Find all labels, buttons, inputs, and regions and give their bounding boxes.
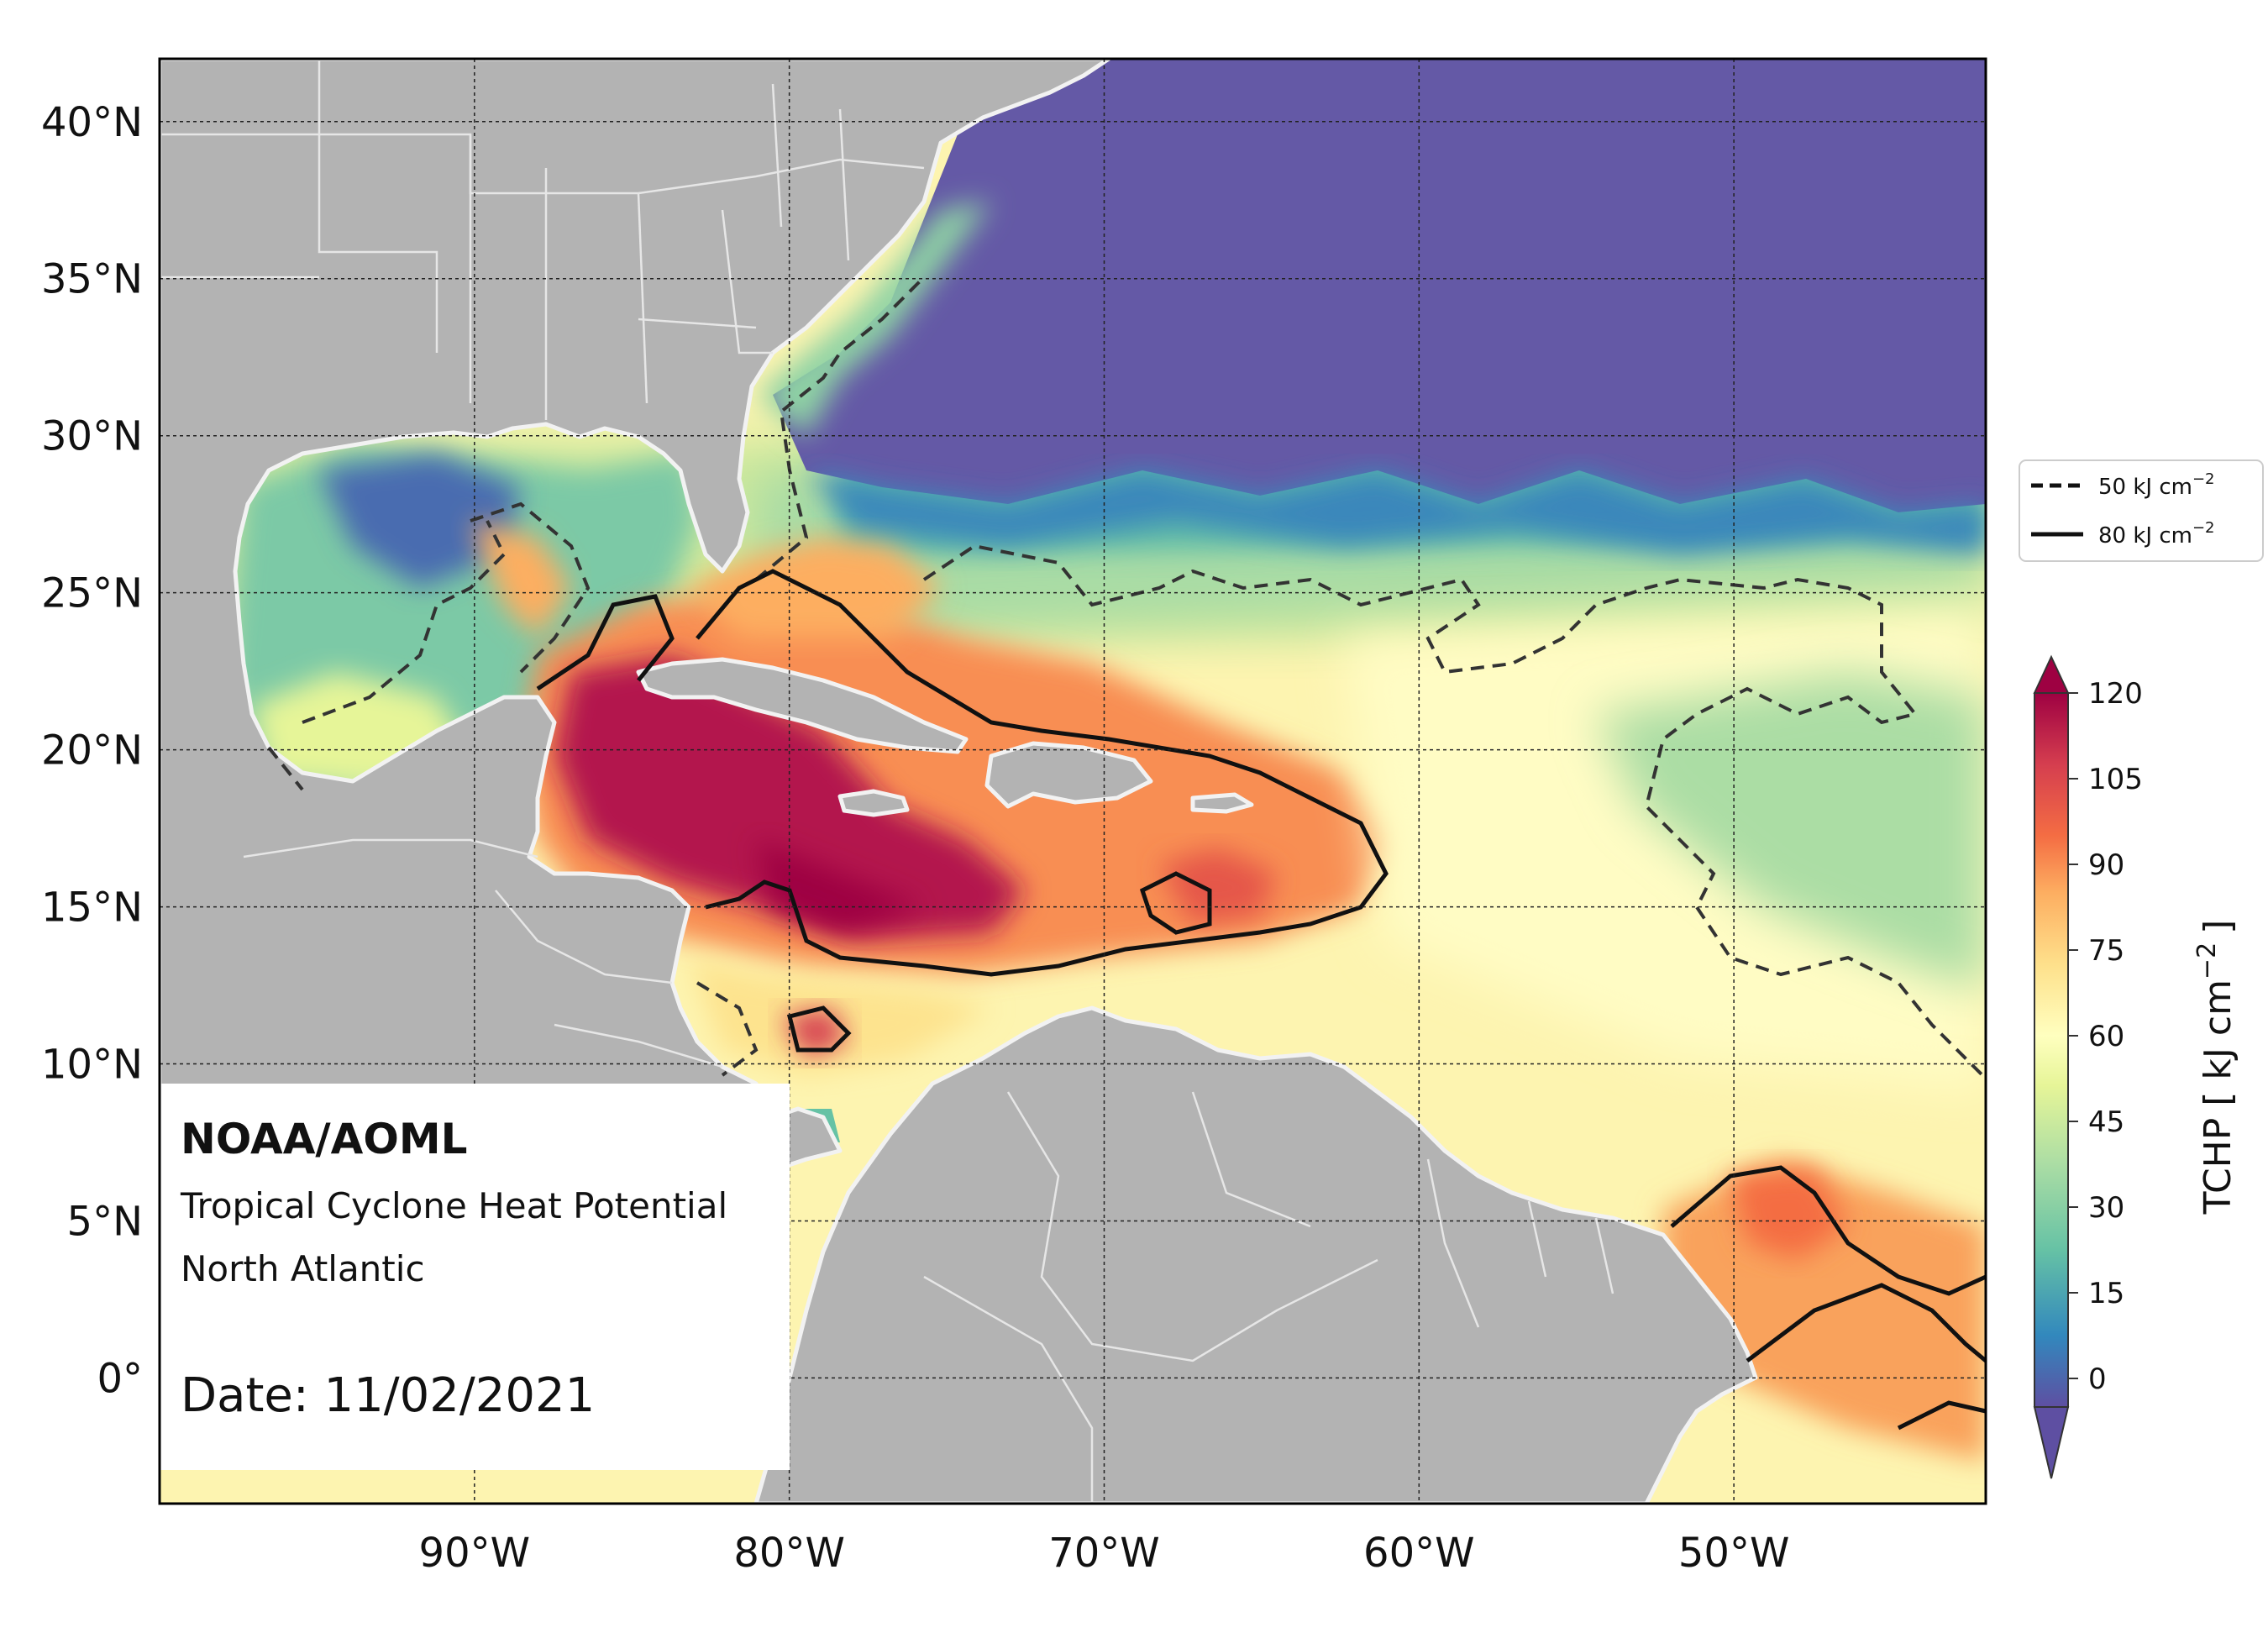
lat-tick-label: 40°N (41, 99, 143, 146)
colorbar-tick-label: 15 (2088, 1277, 2124, 1310)
colorbar-max-arrow (2033, 654, 2070, 694)
lat-tick-labels: 40°N 35°N 30°N 25°N 20°N 15°N 10°N 5°N 0° (41, 99, 143, 1403)
colorbar-tick-label: 30 (2088, 1191, 2124, 1225)
info-box (160, 1084, 790, 1470)
legend-item-50: 50 kJ cm−2 (2098, 470, 2215, 500)
colorbar-ticks: 0 15 30 45 60 75 90 105 120 (2068, 677, 2143, 1396)
contour-50 (267, 276, 1984, 1077)
colorbar-tick-label: 120 (2088, 677, 2143, 711)
hispaniola-land (984, 741, 1153, 809)
lat-tick-label: 0° (97, 1355, 143, 1402)
lat-tick-label: 25°N (41, 570, 143, 617)
colorbar-tick-label: 0 (2088, 1362, 2107, 1396)
colorbar-tick-label: 60 (2088, 1020, 2124, 1053)
date-label: Date: 11/02/2021 (181, 1368, 595, 1423)
colorbar-label: TCHP [ kJ cm−2] (2192, 920, 2239, 1215)
cuba-land (636, 657, 969, 754)
contour-legend: 50 kJ cm−2 80 kJ cm−2 (2019, 459, 2264, 562)
region-label: North Atlantic (181, 1248, 425, 1289)
political-borders (160, 59, 1614, 1504)
lon-tick-label: 60°W (1363, 1530, 1475, 1577)
jamaica-land (837, 789, 910, 817)
lat-tick-label: 5°N (67, 1198, 143, 1245)
lat-tick-label: 20°N (41, 727, 143, 774)
colorbar: 0 15 30 45 60 75 90 105 120 TCHP [ kJ cm−2] (2033, 654, 2239, 1479)
lon-tick-label: 90°W (419, 1530, 531, 1577)
cold-water-region (773, 59, 1986, 512)
map-frame (158, 57, 1987, 1505)
lon-tick-label: 80°W (733, 1530, 845, 1577)
contour-80 (536, 569, 1986, 1431)
lon-tick-label: 70°W (1048, 1530, 1160, 1577)
colorbar-scale (2034, 692, 2069, 1408)
product-label: Tropical Cyclone Heat Potential (180, 1185, 727, 1226)
colorbar-tick-label: 90 (2088, 848, 2124, 882)
puerto-rico-land (1190, 792, 1254, 814)
south-america-land (753, 1005, 1758, 1504)
colorbar-tick-label: 105 (2088, 763, 2143, 796)
colorbar-tick-label: 45 (2088, 1105, 2124, 1139)
lat-tick-label: 15°N (41, 885, 143, 932)
colorbar-min-arrow (2033, 1406, 2070, 1479)
legend-item-80: 80 kJ cm−2 (2098, 519, 2215, 549)
lat-tick-label: 10°N (41, 1042, 143, 1089)
org-label: NOAA/AOML (181, 1115, 467, 1163)
map-area (160, 59, 1986, 1504)
lon-tick-label: 50°W (1678, 1530, 1790, 1577)
lat-tick-label: 35°N (41, 256, 143, 303)
lat-tick-label: 30°N (41, 413, 143, 460)
colorbar-tick-label: 75 (2088, 934, 2124, 968)
lon-tick-labels: 90°W 80°W 70°W 60°W 50°W (419, 1530, 1790, 1577)
